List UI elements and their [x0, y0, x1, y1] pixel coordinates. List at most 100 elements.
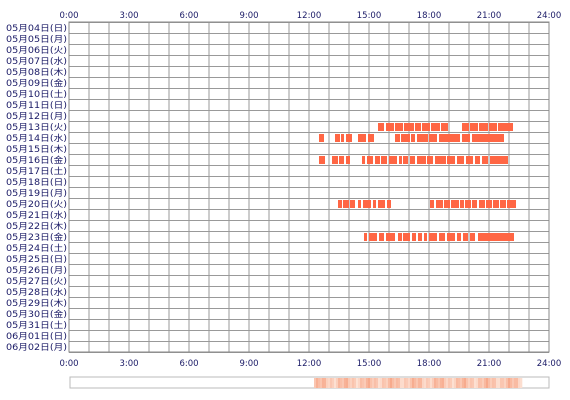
activity-bar [490, 156, 508, 164]
x-tick-label-top: 9:00 [239, 11, 258, 21]
activity-bar [430, 200, 434, 208]
row-label: 05月11日(日) [6, 101, 67, 111]
summary-strip-cell [490, 378, 493, 388]
summary-strip-cell [404, 378, 407, 388]
summary-strip-cell [420, 378, 423, 388]
activity-bar [447, 233, 455, 241]
row-label: 05月26日(月) [6, 266, 67, 276]
activity-bar [403, 233, 410, 241]
summary-strip-cell [358, 378, 361, 388]
summary-strip-cell [428, 378, 431, 388]
activity-bar [338, 200, 342, 208]
row-label: 05月04日(日) [6, 24, 67, 34]
activity-bar [319, 134, 324, 142]
summary-strip-cell [454, 378, 457, 388]
activity-bar [350, 200, 355, 208]
summary-strip-cell [352, 378, 355, 388]
summary-strip-cell [374, 378, 377, 388]
summary-strip-cell [482, 378, 485, 388]
summary-strip [69, 376, 550, 389]
x-tick-label-top: 21:00 [477, 11, 502, 21]
activity-bar [395, 123, 403, 131]
summary-strip-cell [424, 378, 427, 388]
row-label: 06月02日(月) [6, 343, 67, 353]
summary-strip-cell [508, 378, 511, 388]
summary-strip-cell [506, 378, 509, 388]
x-tick-label-bottom: 0:00 [59, 359, 78, 369]
activity-bar [378, 200, 385, 208]
summary-strip-cell [456, 378, 459, 388]
x-tick-label-bottom: 3:00 [119, 359, 138, 369]
summary-strip-cell [462, 378, 465, 388]
summary-strip-cell [430, 378, 433, 388]
activity-bar [335, 134, 340, 142]
summary-strip-cell [344, 378, 347, 388]
activity-bar [367, 156, 373, 164]
activity-bar [439, 134, 460, 142]
activity-bar [472, 134, 504, 142]
summary-strip-cell [376, 378, 379, 388]
activity-bar [373, 200, 376, 208]
summary-strip-cell [314, 378, 317, 388]
summary-strip-cell [378, 378, 381, 388]
activity-bar [363, 200, 371, 208]
activity-bar [466, 156, 473, 164]
activity-bar [431, 123, 440, 131]
summary-strip-cell [414, 378, 417, 388]
activity-bar [475, 156, 480, 164]
activity-bar [482, 156, 488, 164]
activity-bar [398, 233, 402, 241]
summary-strip-cell [398, 378, 401, 388]
summary-strip-cell [512, 378, 515, 388]
summary-strip-cell [438, 378, 441, 388]
activity-bar [410, 156, 415, 164]
summary-strip-cell [322, 378, 325, 388]
x-tick-label-bottom: 15:00 [357, 359, 382, 369]
activity-bar [489, 123, 497, 131]
summary-strip-cell [432, 378, 435, 388]
row-label: 05月14日(水) [6, 133, 67, 144]
summary-strip-cell [434, 378, 437, 388]
summary-strip-cell [388, 378, 391, 388]
activity-bar [386, 233, 395, 241]
activity-bar [439, 233, 445, 241]
activity-bar [412, 233, 416, 241]
activity-bar [362, 156, 365, 164]
activity-bar [401, 134, 410, 142]
row-label: 05月20日(火) [6, 200, 67, 210]
summary-strip-cell [478, 378, 481, 388]
activity-bar [364, 233, 367, 241]
activity-bar [470, 123, 478, 131]
plot-frame [68, 21, 550, 353]
activity-bar [436, 200, 443, 208]
summary-strip-cell [326, 378, 329, 388]
activity-bar [399, 156, 402, 164]
row-label: 05月17日(土) [6, 166, 67, 177]
summary-strip-cell [340, 378, 343, 388]
activity-bar [411, 134, 415, 142]
summary-strip-cell [426, 378, 429, 388]
row-label: 05月18日(日) [6, 178, 67, 188]
summary-strip-frame [69, 376, 550, 389]
summary-strip-cell [316, 378, 319, 388]
summary-strip-cell [328, 378, 331, 388]
activity-bar [417, 134, 428, 142]
summary-strip-cell [476, 378, 479, 388]
row-label: 05月24日(土) [6, 243, 67, 254]
summary-strip-cell [474, 378, 477, 388]
summary-strip-cell [370, 378, 373, 388]
summary-strip-cell [386, 378, 389, 388]
row-label: 05月09日(金) [6, 78, 67, 89]
summary-strip-cell [440, 378, 443, 388]
summary-strip-cell [384, 378, 387, 388]
activity-bar [386, 123, 394, 131]
summary-strip-cell [372, 378, 375, 388]
activity-bar [479, 123, 488, 131]
row-label: 05月05日(月) [6, 35, 67, 45]
summary-strip-cell [330, 378, 333, 388]
row-label: 05月22日(木) [6, 221, 67, 232]
summary-strip-cell [392, 378, 395, 388]
x-tick-label-bottom: 24:00 [537, 359, 562, 369]
activity-bar [478, 233, 514, 241]
